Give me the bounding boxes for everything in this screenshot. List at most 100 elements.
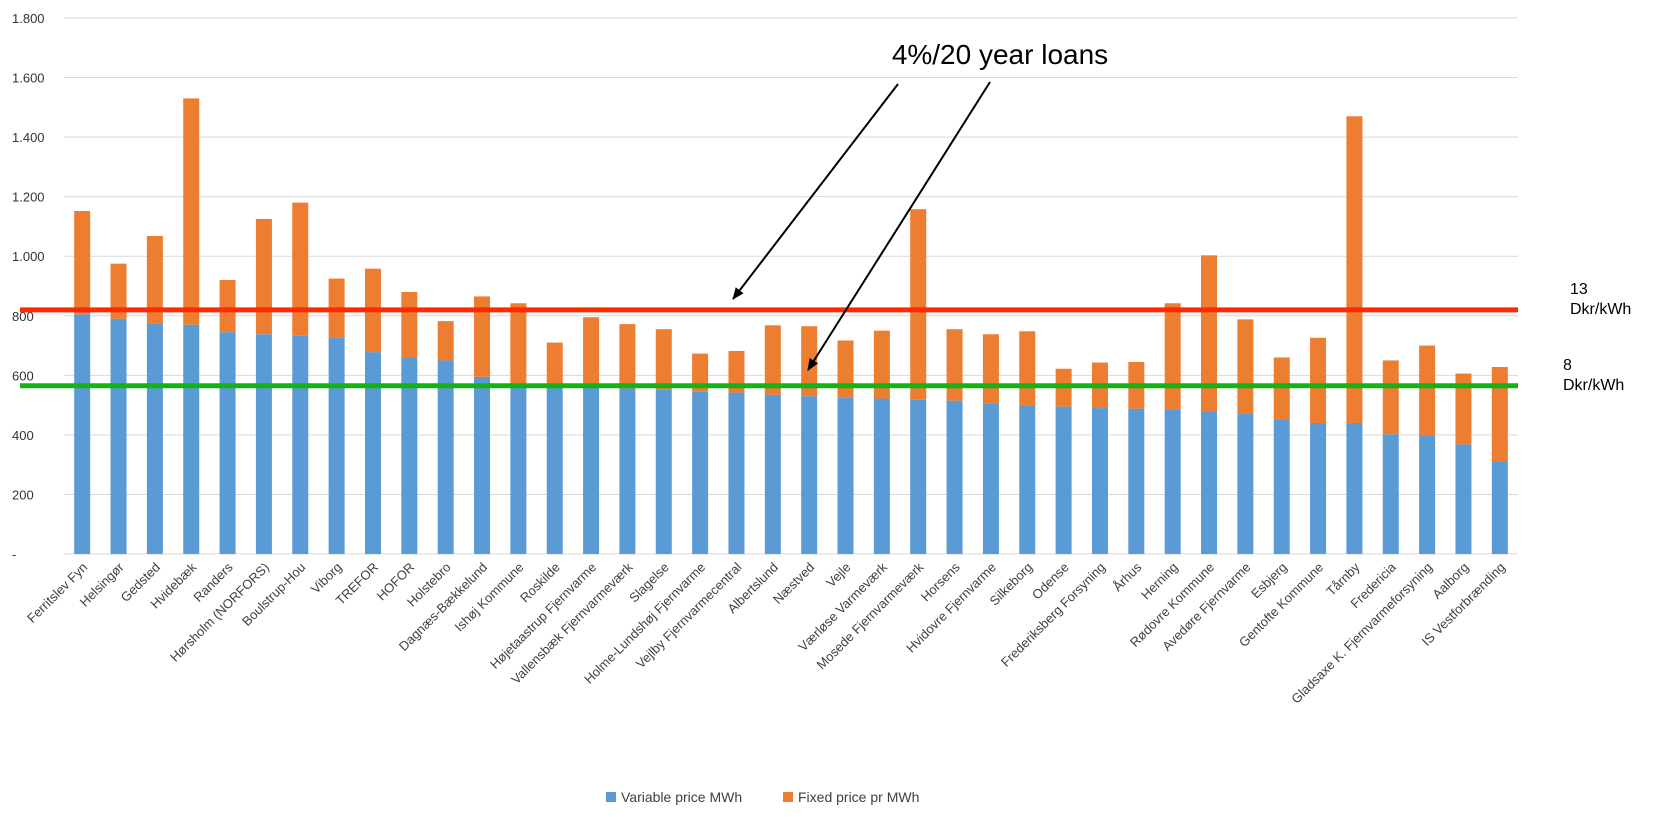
bar-variable-price xyxy=(1382,434,1399,554)
bar-variable-price xyxy=(692,391,709,554)
bar-variable-price xyxy=(183,324,200,554)
bar-fixed-price xyxy=(110,263,127,319)
bar-fixed-price xyxy=(910,209,927,400)
bar-variable-price xyxy=(219,332,236,554)
y-tick-label: 400 xyxy=(12,428,34,443)
y-tick-label: 1.200 xyxy=(12,190,45,205)
bar-variable-price xyxy=(982,403,999,554)
bar-fixed-price xyxy=(474,296,491,377)
y-tick-label: 600 xyxy=(12,368,34,383)
bar-variable-price xyxy=(74,314,91,554)
bar-variable-price xyxy=(1091,408,1108,554)
x-axis: Ferritslev FynHelsingørGedstedHvidebækRa… xyxy=(24,559,1508,707)
bar-variable-price xyxy=(873,398,890,554)
bar-variable-price xyxy=(764,394,781,554)
bar-fixed-price xyxy=(1237,319,1254,415)
bar-variable-price xyxy=(1237,414,1254,554)
y-tick-label: 1.800 xyxy=(12,11,45,26)
bar-fixed-price xyxy=(1310,337,1327,423)
y-tick-label: - xyxy=(12,547,16,562)
bar-fixed-price xyxy=(1201,255,1218,412)
bars xyxy=(74,98,1508,554)
bar-variable-price xyxy=(292,335,309,554)
bar-fixed-price xyxy=(183,98,200,325)
x-tick-label: Boulstrup-Hou xyxy=(239,560,308,629)
bar-fixed-price xyxy=(1491,366,1508,462)
bar-variable-price xyxy=(146,323,163,554)
bar-variable-price xyxy=(401,357,418,554)
bar-variable-price xyxy=(1019,405,1036,554)
legend-label: Fixed price pr MWh xyxy=(798,789,919,805)
legend-swatch xyxy=(783,792,793,802)
bar-fixed-price xyxy=(1382,360,1399,435)
y-tick-label: 1.000 xyxy=(12,249,45,264)
y-tick-label: 200 xyxy=(12,487,34,502)
bar-fixed-price xyxy=(510,303,527,385)
bar-fixed-price xyxy=(583,317,600,388)
bar-fixed-price xyxy=(219,280,236,333)
bar-fixed-price xyxy=(692,353,709,392)
bar-fixed-price xyxy=(546,342,563,385)
bar-fixed-price xyxy=(401,291,418,358)
bar-variable-price xyxy=(837,397,854,554)
bar-variable-price xyxy=(619,388,636,554)
y-tick-label: 800 xyxy=(12,309,34,324)
bar-variable-price xyxy=(110,318,127,554)
annotation-arrow xyxy=(807,81,991,371)
grid xyxy=(64,17,1518,555)
bar-variable-price xyxy=(728,392,745,554)
bar-variable-price xyxy=(583,387,600,554)
reference-lines: 13 Dkr/kWh 8 Dkr/kWh xyxy=(20,281,1631,394)
reference-line-value: 13 xyxy=(1570,281,1588,298)
bar-fixed-price xyxy=(837,340,854,398)
y-tick-label: 1.400 xyxy=(12,130,45,145)
reference-line-value: 8 xyxy=(1563,357,1572,374)
legend-swatch xyxy=(606,792,616,802)
annotation-text: 4%/20 year loans xyxy=(892,39,1108,70)
bar-variable-price xyxy=(437,360,454,554)
annotation-arrow xyxy=(732,83,899,300)
bar-fixed-price xyxy=(1164,303,1181,410)
bar-variable-price xyxy=(910,399,927,554)
annotation: 4%/20 year loans xyxy=(732,39,1108,371)
reference-line-unit: Dkr/kWh xyxy=(1570,301,1631,318)
bar-variable-price xyxy=(946,400,963,554)
x-tick-label: Vejle xyxy=(823,560,854,591)
bar-fixed-price xyxy=(655,329,672,390)
bar-variable-price xyxy=(546,384,563,554)
bar-fixed-price xyxy=(146,235,163,324)
x-tick-label: Ferritslev Fyn xyxy=(24,560,90,626)
y-tick-label: 1.600 xyxy=(12,71,45,86)
bar-fixed-price xyxy=(728,350,745,393)
bar-variable-price xyxy=(364,352,381,554)
bar-fixed-price xyxy=(982,334,999,404)
bar-fixed-price xyxy=(873,330,890,399)
bar-variable-price xyxy=(1491,461,1508,554)
bar-variable-price xyxy=(1055,406,1072,554)
bar-fixed-price xyxy=(437,321,454,361)
reference-line-unit: Dkr/kWh xyxy=(1563,377,1624,394)
bar-variable-price xyxy=(655,389,672,554)
bar-fixed-price xyxy=(1346,116,1363,423)
bar-fixed-price xyxy=(1455,373,1472,445)
bar-fixed-price xyxy=(1019,331,1036,406)
bar-fixed-price xyxy=(619,324,636,389)
bar-variable-price xyxy=(1310,422,1327,554)
bar-fixed-price xyxy=(946,329,963,401)
bar-fixed-price xyxy=(1273,357,1290,420)
bar-variable-price xyxy=(255,334,272,554)
bar-variable-price xyxy=(1419,435,1436,554)
bar-variable-price xyxy=(510,384,527,554)
y-axis: - 200 400 600 800 1.000 1.200 1.400 1.600 1.800 xyxy=(12,11,45,562)
bar-variable-price xyxy=(1346,422,1363,554)
bar-variable-price xyxy=(1201,411,1218,554)
bar-fixed-price xyxy=(1419,345,1436,436)
bar-variable-price xyxy=(1128,408,1145,554)
bar-fixed-price xyxy=(255,219,272,335)
bar-variable-price xyxy=(328,337,345,554)
legend: Variable price MWh Fixed price pr MWh xyxy=(606,789,919,805)
bar-variable-price xyxy=(474,376,491,554)
bar-fixed-price xyxy=(292,202,309,336)
